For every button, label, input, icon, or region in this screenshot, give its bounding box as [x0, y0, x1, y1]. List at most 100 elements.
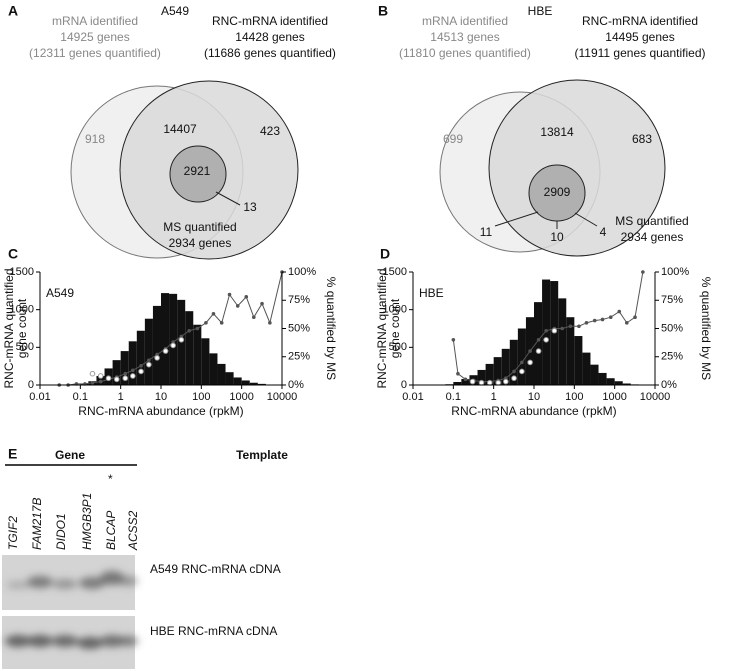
x-tick-label: 10: [528, 391, 540, 403]
series-point: [146, 361, 152, 368]
histogram-bar: [534, 302, 543, 385]
histogram-bar: [598, 372, 607, 385]
series-point: [154, 355, 160, 361]
venn-leader: [494, 211, 539, 227]
y-tick-label: 500: [389, 341, 407, 353]
histogram-bar: [582, 352, 591, 385]
x-tick-label: 0.1: [73, 391, 88, 403]
series-point: [503, 378, 509, 385]
venn-title: A549: [161, 4, 189, 18]
series-point: [105, 375, 112, 382]
venn-set-count: 14513 genes: [430, 30, 499, 44]
series-point: [139, 363, 143, 368]
series-point: [451, 338, 456, 342]
gel-row-label: A549 RNC-mRNA cDNA: [150, 562, 281, 576]
y-tick-label: 0: [401, 379, 407, 391]
x-tick-label: 1000: [602, 391, 626, 403]
x-tick-label: 0.1: [446, 391, 461, 403]
venn-set-name: MS quantified: [163, 220, 236, 234]
venn-set-note: (11911 genes quantified): [575, 46, 706, 60]
series-point: [219, 321, 224, 325]
series-point: [528, 349, 532, 353]
venn-region-count: 2921: [184, 164, 211, 178]
x-tick-label: 10: [155, 391, 167, 403]
gene-name: FAM217B: [30, 498, 44, 550]
series-point: [178, 337, 185, 343]
series-point: [252, 315, 256, 320]
y2-axis-label: % quantified by MS: [324, 277, 338, 380]
histogram-bar: [120, 351, 129, 385]
x-tick-label: 100: [565, 391, 583, 403]
chart-title: A549: [46, 286, 74, 300]
panel-label: C: [8, 246, 18, 262]
panel-label: A: [8, 3, 18, 19]
gel-bands: [5, 571, 138, 649]
y2-axis-label: % quantified by MS: [699, 277, 713, 380]
x-tick-label: 10000: [640, 391, 671, 403]
series-point: [527, 359, 533, 366]
y2-tick-label: 100%: [288, 266, 316, 278]
gene-name: HMGB3P1: [80, 493, 94, 550]
y-tick-label: 1500: [10, 266, 34, 278]
venn-set-name: MS quantified: [615, 214, 688, 228]
venn-leader: [215, 191, 241, 206]
y-tick-label: 1000: [383, 304, 407, 316]
series-point: [187, 328, 191, 333]
y2-tick-label: 75%: [661, 294, 683, 306]
y-tick-label: 0: [28, 379, 34, 391]
series-point: [519, 368, 525, 375]
y-axis-label: RNC-mRNA quantified: [2, 268, 16, 388]
histogram-bar: [477, 369, 486, 385]
series-point: [162, 348, 169, 354]
y-tick-label: 1000: [10, 304, 34, 316]
histogram-bar: [485, 363, 494, 385]
venn-set-name: RNC-mRNA identified: [212, 14, 328, 28]
series-point: [227, 292, 232, 297]
venn-leader: [574, 212, 598, 227]
chart-title: HBE: [419, 286, 444, 300]
venn-circle: [169, 145, 227, 203]
histogram-bar: [509, 339, 518, 385]
gene-name: ACSS2: [126, 510, 140, 551]
series-point: [130, 373, 136, 379]
series-point: [495, 379, 502, 386]
venn-set-count: 14428 genes: [235, 30, 304, 44]
series-point: [560, 326, 564, 331]
series-point: [536, 338, 541, 342]
y-tick-label: 1500: [383, 266, 407, 278]
series-point: [568, 324, 573, 329]
histogram-bar: [249, 382, 258, 385]
series-point: [195, 326, 200, 331]
gel-row-label: HBE RNC-mRNA cDNA: [150, 624, 277, 638]
histogram-bar: [241, 380, 250, 385]
gene-name: BLCAP: [104, 511, 118, 550]
y2-tick-label: 50%: [288, 322, 310, 334]
histogram-bar: [193, 324, 202, 385]
series-point: [113, 376, 120, 383]
venn-set-name: mRNA identified: [422, 14, 508, 28]
x-axis-label: RNC-mRNA abundance (rpkM): [451, 404, 616, 418]
y2-tick-label: 25%: [288, 351, 310, 363]
y-axis-label: gene count: [15, 298, 29, 358]
series-point: [98, 379, 103, 384]
venn-set-count: 2934 genes: [169, 236, 232, 250]
venn-region-count: 423: [260, 124, 280, 138]
series-point: [138, 368, 144, 375]
x-tick-label: 0.01: [402, 391, 423, 403]
y-tick-label: 500: [16, 341, 34, 353]
gene-header: Gene: [55, 448, 85, 462]
panel-label: B: [378, 3, 388, 19]
series-point: [543, 337, 549, 343]
histogram-bar: [257, 383, 266, 385]
x-tick-label: 1: [491, 391, 497, 403]
y2-tick-label: 50%: [661, 322, 683, 334]
venn-set-name: mRNA identified: [52, 14, 138, 28]
venn-region-count: 13814: [540, 125, 574, 139]
y2-tick-label: 100%: [661, 266, 689, 278]
venn-region-count: 4: [600, 225, 607, 239]
venn-set-note: (11810 genes quantified): [399, 46, 531, 60]
series-point: [131, 368, 135, 373]
venn-region-count: 2909: [544, 185, 571, 199]
series-point: [478, 379, 485, 386]
x-tick-label: 0.01: [29, 391, 50, 403]
